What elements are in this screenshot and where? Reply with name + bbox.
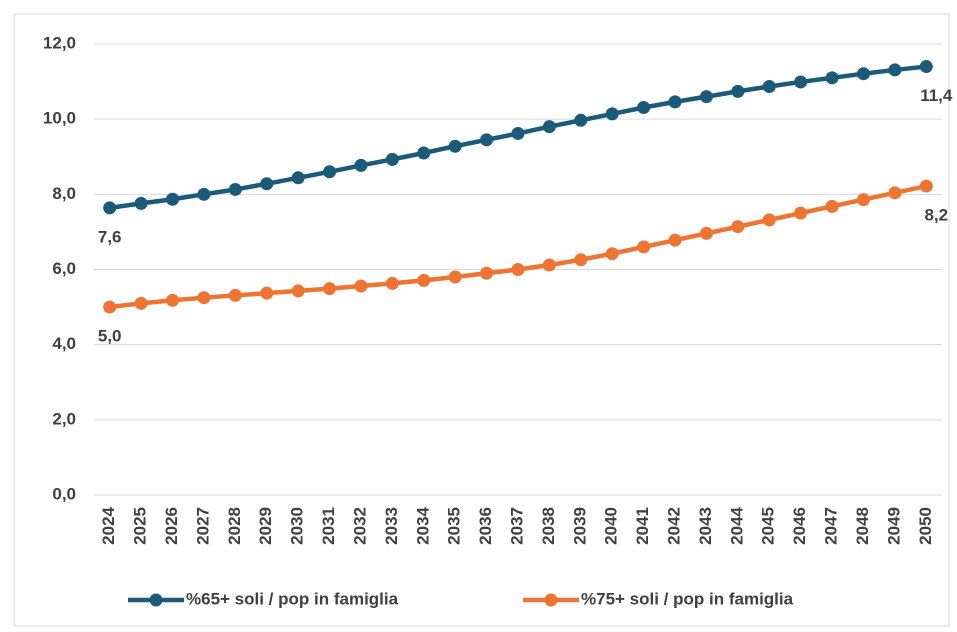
x-tick-label: 2050 — [916, 507, 935, 545]
data-point — [228, 288, 242, 302]
data-point — [197, 291, 211, 305]
data-point — [166, 293, 180, 307]
data-point — [762, 213, 776, 227]
x-tick-label: 2036 — [476, 507, 495, 545]
data-point — [542, 258, 556, 272]
x-tick-label: 2046 — [790, 507, 809, 545]
x-tick-label: 2044 — [727, 506, 746, 544]
x-tick-label: 2025 — [131, 507, 150, 545]
x-tick-label: 2029 — [256, 507, 275, 545]
legend-marker — [149, 593, 163, 607]
data-point — [856, 67, 870, 81]
x-tick-label: 2034 — [413, 506, 432, 544]
data-label: 11,4 — [920, 86, 953, 105]
data-point — [134, 196, 148, 210]
x-tick-label: 2038 — [539, 507, 558, 545]
data-point — [574, 113, 588, 127]
x-tick-label: 2037 — [507, 507, 526, 545]
data-point — [417, 273, 431, 287]
x-tick-label: 2048 — [853, 507, 872, 545]
data-point — [291, 284, 305, 298]
chart-border — [13, 13, 950, 627]
x-tick-label: 2026 — [162, 507, 181, 545]
data-point — [699, 90, 713, 104]
data-point — [668, 233, 682, 247]
data-point — [228, 182, 242, 196]
data-point — [448, 139, 462, 153]
x-tick-label: 2049 — [884, 507, 903, 545]
y-tick-label: 10,0 — [43, 109, 76, 128]
data-point — [668, 95, 682, 109]
data-point — [448, 270, 462, 284]
data-point — [134, 296, 148, 310]
y-tick-label: 8,0 — [52, 184, 76, 203]
data-point — [699, 226, 713, 240]
data-point — [260, 286, 274, 300]
y-tick-label: 6,0 — [52, 259, 76, 278]
x-tick-label: 2040 — [602, 507, 621, 545]
data-point — [103, 201, 117, 215]
data-point — [888, 63, 902, 77]
data-point — [166, 192, 180, 206]
legend-marker — [544, 593, 558, 607]
data-point — [354, 158, 368, 172]
x-tick-label: 2027 — [193, 507, 212, 545]
x-tick-label: 2035 — [445, 507, 464, 545]
x-tick-label: 2028 — [225, 507, 244, 545]
data-point — [574, 253, 588, 267]
data-point — [354, 279, 368, 293]
data-label: 8,2 — [924, 206, 948, 225]
data-point — [480, 266, 494, 280]
data-point — [762, 79, 776, 93]
data-point — [794, 75, 808, 89]
x-tick-label: 2033 — [382, 507, 401, 545]
legend-label: %75+ soli / pop in famiglia — [581, 589, 794, 608]
legend-label: %65+ soli / pop in famiglia — [186, 589, 399, 608]
data-point — [825, 71, 839, 85]
y-tick-label: 2,0 — [52, 409, 76, 428]
data-point — [260, 177, 274, 191]
y-tick-label: 12,0 — [43, 33, 76, 52]
data-label: 7,6 — [98, 227, 122, 246]
y-tick-label: 4,0 — [52, 334, 76, 353]
data-point — [919, 179, 933, 193]
x-tick-label: 2047 — [822, 507, 841, 545]
data-point — [291, 171, 305, 185]
data-point — [605, 247, 619, 261]
x-tick-label: 2030 — [288, 507, 307, 545]
data-point — [542, 120, 556, 134]
data-point — [825, 199, 839, 213]
x-tick-label: 2045 — [759, 507, 778, 545]
data-point — [731, 84, 745, 98]
data-point — [385, 152, 399, 166]
data-point — [731, 220, 745, 234]
x-tick-label: 2031 — [319, 507, 338, 545]
data-point — [323, 165, 337, 179]
data-point — [103, 300, 117, 314]
data-point — [637, 240, 651, 254]
data-point — [197, 187, 211, 201]
data-label: 5,0 — [98, 327, 122, 346]
x-tick-label: 2042 — [665, 507, 684, 545]
data-point — [637, 101, 651, 115]
data-point — [794, 206, 808, 220]
data-point — [385, 276, 399, 290]
data-point — [511, 126, 525, 140]
x-tick-label: 2032 — [350, 507, 369, 545]
data-point — [511, 263, 525, 276]
data-point — [480, 133, 494, 147]
x-tick-label: 2039 — [570, 507, 589, 545]
x-tick-label: 2043 — [696, 507, 715, 545]
data-point — [856, 193, 870, 207]
data-point — [605, 107, 619, 121]
x-tick-label: 2024 — [99, 506, 118, 544]
data-point — [919, 60, 933, 74]
data-point — [417, 146, 431, 160]
y-tick-label: 0,0 — [52, 484, 76, 503]
data-point — [323, 282, 337, 296]
data-point — [888, 186, 902, 200]
x-tick-label: 2041 — [633, 507, 652, 545]
